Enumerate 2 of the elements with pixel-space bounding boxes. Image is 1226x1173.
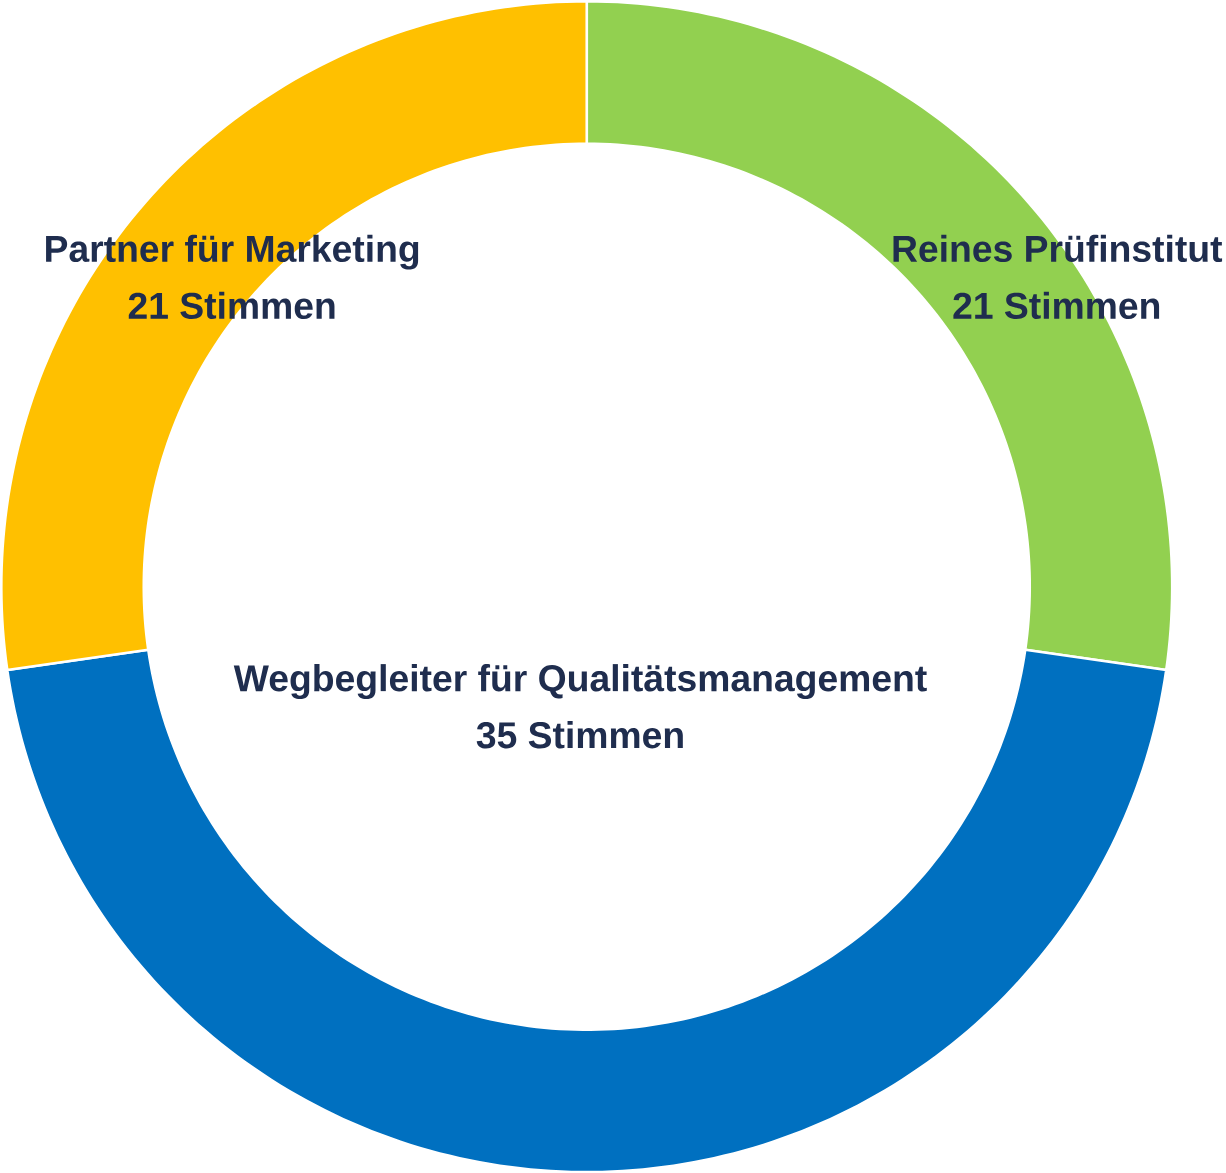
data-label: 35 Stimmen (476, 720, 683, 749)
slice-label: Wegbegleiter für Qualitätsmanagement (233, 663, 927, 699)
